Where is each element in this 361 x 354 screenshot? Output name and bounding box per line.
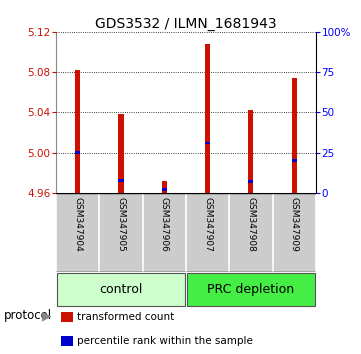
Text: GSM347907: GSM347907 [203,197,212,252]
Text: GSM347906: GSM347906 [160,197,169,252]
Text: GSM347909: GSM347909 [290,197,299,252]
Bar [248,180,253,183]
Bar [292,159,297,162]
Bar [75,151,80,154]
Bar [248,110,253,193]
Text: PRC depletion: PRC depletion [207,283,295,296]
Bar [187,273,315,306]
Text: control: control [99,283,143,296]
Bar [205,142,210,144]
Text: transformed count: transformed count [77,312,174,322]
Bar [57,273,185,306]
Text: GSM347908: GSM347908 [247,197,255,252]
Bar [162,188,167,191]
Text: GSM347905: GSM347905 [117,197,125,252]
Text: GSM347904: GSM347904 [73,197,82,252]
Bar [61,336,73,346]
Bar [162,181,167,193]
Bar [75,70,80,193]
Bar [118,114,123,193]
Text: percentile rank within the sample: percentile rank within the sample [77,336,253,346]
Bar [205,44,210,193]
Bar [292,78,297,193]
Title: GDS3532 / ILMN_1681943: GDS3532 / ILMN_1681943 [95,17,277,31]
Bar [61,312,73,322]
Text: protocol: protocol [4,309,52,322]
Bar [118,179,123,182]
Text: ▶: ▶ [42,309,51,322]
